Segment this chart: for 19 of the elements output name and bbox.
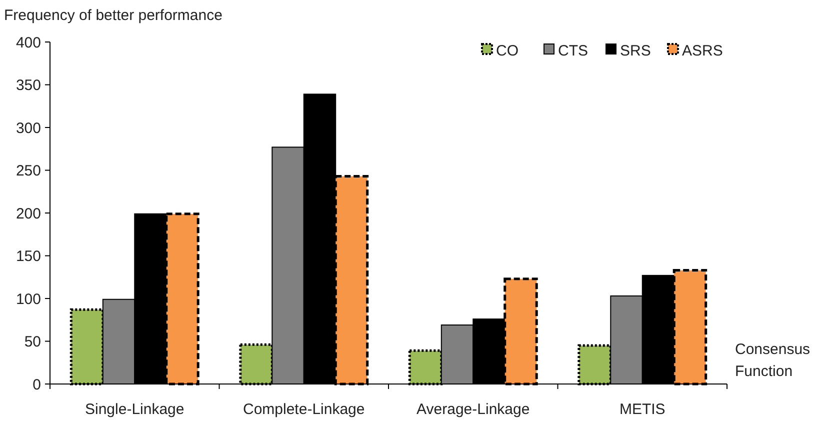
y-tick-label: 400 (16, 34, 41, 52)
y-tick-label: 150 (16, 248, 41, 265)
y-tick-label: 50 (24, 334, 41, 350)
x-axis-title: Consensus Function (735, 341, 810, 380)
x-tick-label: Complete-Linkage (243, 401, 365, 418)
legend-label: ASRS (682, 42, 723, 60)
y-tick-label: 300 (16, 120, 41, 137)
y-tick-label: 200 (16, 205, 41, 222)
y-tick-label: 350 (16, 77, 41, 94)
y-tick-label: 100 (16, 290, 41, 308)
x-tick-label: Average-Linkage (416, 401, 530, 418)
legend-label: CO (496, 42, 518, 60)
legend-label: SRS (620, 42, 651, 60)
y-tick-label: 0 (32, 376, 41, 394)
legend-label: CTS (558, 42, 588, 60)
y-tick-label: 250 (16, 162, 41, 180)
x-tick-label: Single-Linkage (85, 401, 184, 418)
y-axis-title: Frequency of better performance (4, 7, 222, 24)
x-tick-label: METIS (619, 401, 666, 418)
